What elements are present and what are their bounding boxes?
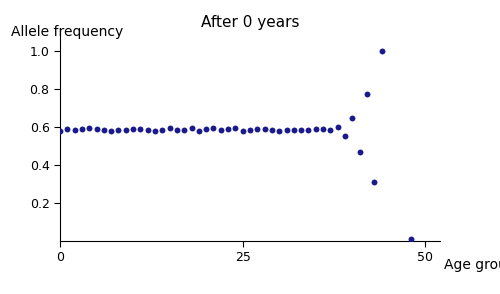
Point: [78, 127, 86, 131]
Point: [224, 127, 232, 132]
Point: [166, 126, 173, 131]
Point: [180, 127, 188, 132]
Point: [100, 127, 108, 132]
Point: [378, 48, 386, 53]
Point: [129, 127, 137, 131]
Point: [282, 127, 290, 132]
Point: [356, 150, 364, 155]
Point: [268, 127, 276, 132]
Point: [136, 126, 144, 131]
Point: [297, 127, 305, 132]
Point: [290, 128, 298, 132]
Point: [70, 127, 78, 132]
Point: [319, 126, 327, 131]
Point: [217, 128, 225, 133]
Point: [151, 128, 159, 133]
Text: Allele frequency: Allele frequency: [10, 25, 123, 39]
Point: [195, 129, 203, 133]
Point: [202, 127, 210, 132]
Point: [210, 126, 218, 131]
Point: [370, 180, 378, 184]
Point: [107, 128, 115, 133]
Point: [122, 127, 130, 132]
Point: [173, 128, 181, 133]
Point: [334, 124, 342, 129]
Point: [312, 126, 320, 131]
Text: Age group: Age group: [444, 258, 500, 272]
Point: [326, 128, 334, 133]
Point: [85, 126, 93, 131]
Point: [246, 127, 254, 132]
Point: [260, 127, 268, 131]
Point: [232, 126, 239, 131]
Point: [254, 126, 262, 131]
Point: [92, 127, 100, 132]
Point: [64, 126, 72, 131]
Point: [304, 128, 312, 132]
Point: [144, 128, 152, 132]
Point: [114, 128, 122, 133]
Point: [56, 128, 64, 133]
Point: [341, 134, 349, 139]
Point: [348, 115, 356, 120]
Point: [407, 237, 415, 242]
Point: [275, 128, 283, 133]
Point: [188, 126, 196, 131]
Point: [363, 92, 371, 97]
Point: [158, 128, 166, 133]
Title: After 0 years: After 0 years: [201, 15, 299, 30]
Point: [238, 128, 246, 133]
